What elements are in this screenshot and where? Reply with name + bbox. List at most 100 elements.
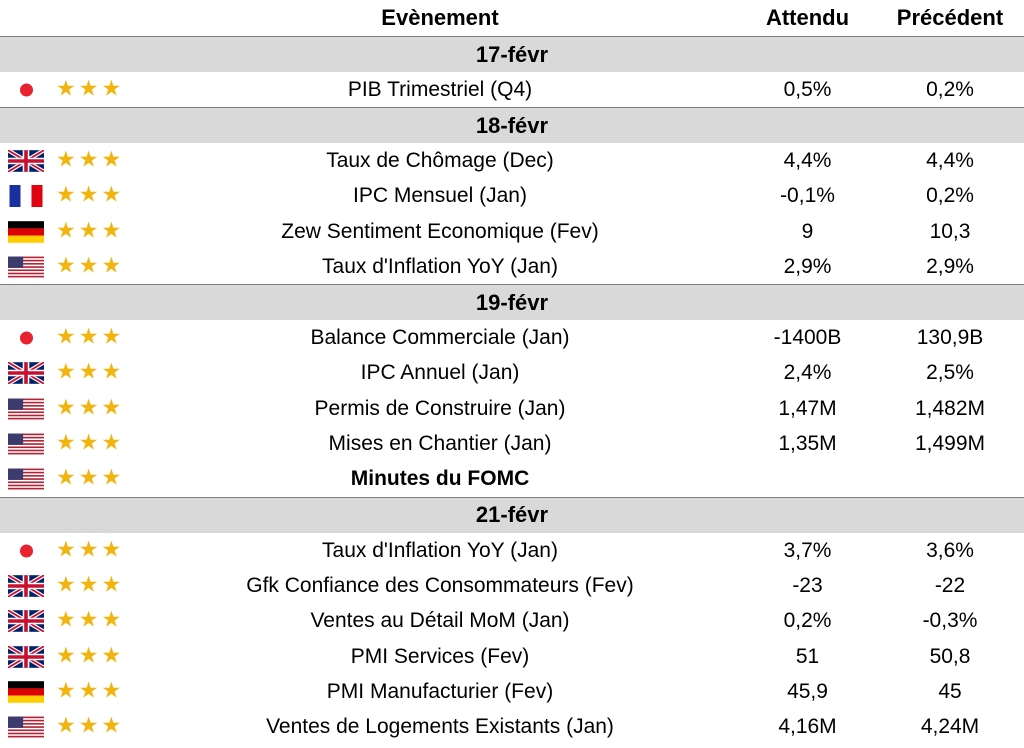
expected-value: 2,4% xyxy=(783,361,832,385)
expected-value: 2,9% xyxy=(783,254,832,278)
importance-stars-icon: ★★★ xyxy=(56,252,125,278)
importance-stars-icon: ★★★ xyxy=(56,536,125,562)
header-event: Evènement xyxy=(381,5,499,30)
event-name: Zew Sentiment Economique (Fev) xyxy=(281,219,599,243)
us-flag-icon xyxy=(8,398,44,420)
event-name: Minutes du FOMC xyxy=(350,467,530,491)
importance-stars-icon: ★★★ xyxy=(56,181,125,207)
us-flag-icon xyxy=(8,433,44,455)
event-name: Gfk Confiance des Consommateurs (Fev) xyxy=(246,573,634,597)
previous-value: 10,3 xyxy=(929,219,971,243)
importance-stars-icon: ★★★ xyxy=(56,465,125,491)
germany-flag-icon xyxy=(8,680,44,703)
previous-value: -22 xyxy=(934,573,966,597)
event-name: PIB Trimestriel (Q4) xyxy=(347,77,533,101)
table-row: ★★★ Zew Sentiment Economique (Fev) 9 10,3 xyxy=(0,214,1024,249)
importance-stars-icon: ★★★ xyxy=(56,217,125,243)
event-name: IPC Mensuel (Jan) xyxy=(353,184,527,208)
header-previous: Précédent xyxy=(896,5,1004,30)
event-name: Ventes au Détail MoM (Jan) xyxy=(310,609,570,633)
table-header: Evènement Attendu Précédent xyxy=(0,0,1024,36)
us-flag-icon xyxy=(8,716,44,738)
table-row: ★★★ Permis de Construire (Jan) 1,47M 1,482M xyxy=(0,391,1024,426)
expected-value: 9 xyxy=(801,219,814,243)
date-header-row: 18-févr xyxy=(0,107,1024,144)
fr-flag-icon xyxy=(8,185,44,208)
uk-flag-icon xyxy=(6,643,46,670)
event-name: PMI Services (Fev) xyxy=(350,644,530,668)
event-name: Taux d'Inflation YoY (Jan) xyxy=(322,254,558,278)
uk-flag-icon xyxy=(6,148,46,174)
uk-flag-icon xyxy=(6,360,46,387)
importance-stars-icon: ★★★ xyxy=(56,606,125,632)
table-body: 17-févr ★★★ PIB Trimestriel (Q4) 0,5% 0,2% 18… xyxy=(0,36,1024,745)
expected-value: -0,1% xyxy=(780,184,835,208)
date-header-row: 17-févr xyxy=(0,36,1024,72)
expected-value: 1,47M xyxy=(778,396,837,420)
table-row: ★★★ Taux de Chômage (Dec) 4,4% 4,4% xyxy=(0,143,1024,178)
table-row: ★★★ IPC Mensuel (Jan) -0,1% 0,2% xyxy=(0,179,1024,214)
us-flag-icon xyxy=(8,398,44,420)
table-row: ★★★ Taux d'Inflation YoY (Jan) 2,9% 2,9% xyxy=(0,249,1024,284)
red-dot-icon xyxy=(20,544,33,558)
expected-value: 1,35M xyxy=(778,432,837,456)
table-row: ★★★ Mises en Chantier (Jan) 1,35M 1,499M xyxy=(0,426,1024,461)
event-name: Balance Commerciale (Jan) xyxy=(310,326,570,350)
previous-value: -0,3% xyxy=(922,609,978,633)
event-name: Ventes de Logements Existants (Jan) xyxy=(266,715,614,739)
previous-value: 50,8 xyxy=(929,644,971,668)
expected-value: 45,9 xyxy=(787,679,828,703)
event-name: Taux d'Inflation YoY (Jan) xyxy=(322,538,558,562)
table-row: ★★★ Ventes au Détail MoM (Jan) 0,2% -0,3% xyxy=(0,604,1024,639)
red-dot-icon xyxy=(20,331,33,345)
us-flag-icon xyxy=(8,468,44,490)
event-name: IPC Annuel (Jan) xyxy=(360,361,520,385)
event-name: Permis de Construire (Jan) xyxy=(314,396,566,420)
date-label: 19-févr xyxy=(475,289,549,315)
table-row: ★★★ Ventes de Logements Existants (Jan) 4,… xyxy=(0,709,1024,744)
importance-stars-icon: ★★★ xyxy=(56,75,125,101)
header-expected: Attendu xyxy=(765,5,850,30)
de-flag-icon xyxy=(8,220,44,243)
importance-stars-icon: ★★★ xyxy=(56,712,125,738)
table-row: ★★★ Minutes du FOMC xyxy=(0,462,1024,497)
germany-flag-icon xyxy=(8,220,44,243)
expected-value: -23 xyxy=(792,573,823,597)
red-dot-icon xyxy=(20,83,33,97)
uk-flag-icon xyxy=(6,643,46,670)
previous-value: 1,482M xyxy=(914,396,986,420)
importance-stars-icon: ★★★ xyxy=(56,429,125,455)
uk-flag-icon xyxy=(6,573,46,599)
event-name: Mises en Chantier (Jan) xyxy=(328,432,552,456)
expected-value: -1400B xyxy=(773,326,842,350)
uk-flag-icon xyxy=(6,608,46,634)
table-row: ★★★ PMI Services (Fev) 51 50,8 xyxy=(0,639,1024,674)
date-label: 18-févr xyxy=(475,112,549,138)
uk-flag-icon xyxy=(6,573,46,599)
importance-stars-icon: ★★★ xyxy=(56,677,125,703)
importance-stars-icon: ★★★ xyxy=(56,323,125,349)
expected-value: 51 xyxy=(795,644,820,668)
previous-value: 3,6% xyxy=(926,538,974,562)
us-flag-icon xyxy=(8,433,44,455)
us-flag-icon xyxy=(8,256,44,278)
uk-flag-icon xyxy=(6,608,46,634)
table-row: ★★★ Gfk Confiance des Consommateurs (Fev)… xyxy=(0,568,1024,603)
expected-value: 4,16M xyxy=(778,715,837,739)
date-label: 17-févr xyxy=(475,41,549,67)
table-row: ★★★ PMI Manufacturier (Fev) 45,9 45 xyxy=(0,674,1024,709)
previous-value: 4,24M xyxy=(920,715,980,739)
expected-value: 4,4% xyxy=(783,148,832,172)
previous-value: 0,2% xyxy=(926,77,974,101)
us-flag-icon xyxy=(8,256,44,278)
table-row: ★★★ IPC Annuel (Jan) 2,4% 2,5% xyxy=(0,356,1024,391)
previous-value: 45 xyxy=(938,679,962,703)
us-flag-icon xyxy=(8,716,44,738)
event-name: Taux de Chômage (Dec) xyxy=(326,148,554,172)
date-header-row: 19-févr xyxy=(0,284,1024,321)
table-row: ★★★ PIB Trimestriel (Q4) 0,5% 0,2% xyxy=(0,72,1024,107)
expected-value: 3,7% xyxy=(783,538,832,562)
table-row: ★★★ Balance Commerciale (Jan) -1400B 130,9B xyxy=(0,320,1024,355)
previous-value: 2,5% xyxy=(926,361,974,385)
date-label: 21-févr xyxy=(475,502,549,528)
